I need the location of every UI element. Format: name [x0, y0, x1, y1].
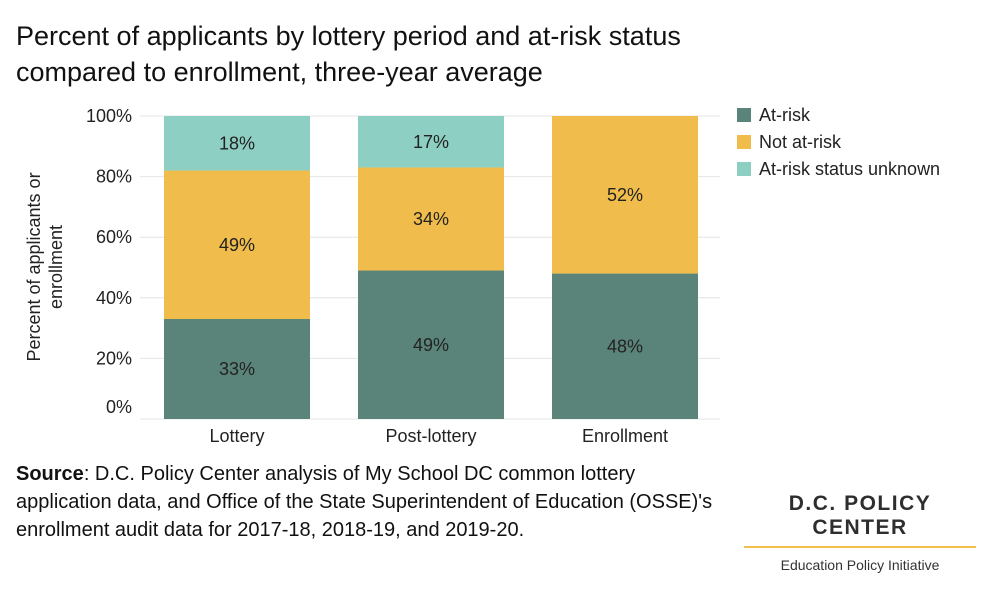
axes: 0% 20% 40% 60% 80% 100% Percent of applicants … [24, 106, 668, 446]
bar-segment [164, 116, 310, 171]
legend-label: At-risk [759, 105, 811, 125]
bar-segment [552, 116, 698, 274]
y-tick-label: 0% [106, 397, 132, 417]
y-tick-label: 100% [86, 106, 132, 126]
data-labels: 33% 49% 18% 49% 34% 17% 48% 52% [219, 132, 643, 379]
x-tick-label: Lottery [209, 426, 264, 446]
bar-segment [552, 273, 698, 419]
bar-segment [358, 167, 504, 271]
legend-swatch [737, 135, 751, 149]
legend-label: Not at-risk [759, 132, 842, 152]
data-label: 48% [607, 336, 643, 356]
bar-segment [164, 319, 310, 419]
legend-swatch [737, 108, 751, 122]
bars [164, 116, 698, 419]
x-tick-label: Post-lottery [385, 426, 476, 446]
source-note: Source: D.C. Policy Center analysis of M… [16, 460, 736, 544]
data-label: 49% [219, 235, 255, 255]
bar-segment [358, 116, 504, 168]
x-tick-label: Enrollment [582, 426, 668, 446]
y-axis-label-line: enrollment [46, 225, 66, 309]
legend-label: At-risk status unknown [759, 159, 940, 179]
brand-subtitle: Education Policy Initiative [780, 557, 940, 573]
y-axis-label-line: Percent of applicants or [24, 172, 44, 361]
source-text: : D.C. Policy Center analysis of My Scho… [16, 463, 713, 541]
bar-segment [358, 270, 504, 419]
bar-segment [164, 170, 310, 320]
legend-swatch [737, 162, 751, 176]
data-label: 34% [413, 209, 449, 229]
data-label: 33% [219, 359, 255, 379]
y-tick-label: 20% [96, 348, 132, 368]
legend: At-risk Not at-risk At-risk status unknown [737, 105, 940, 179]
y-tick-label: 60% [96, 227, 132, 247]
brand-logo: D.C. POLICY CENTER Education Policy Init… [744, 492, 976, 573]
chart-title: Percent of applicants by lottery period … [16, 21, 681, 87]
data-label: 18% [219, 133, 255, 153]
source-label: Source [16, 463, 84, 485]
y-tick-label: 40% [96, 288, 132, 308]
y-tick-label: 80% [96, 167, 132, 187]
brand-name: D.C. POLICY CENTER [744, 492, 976, 548]
data-label: 49% [413, 335, 449, 355]
y-axis-label: Percent of applicants or enrollment [24, 172, 66, 361]
data-label: 52% [607, 185, 643, 205]
stacked-bar-chart: 33% 49% 18% 49% 34% 17% 48% 52% 0% 20% 40% 60% 80% 1… [24, 105, 940, 446]
data-label: 17% [413, 132, 449, 152]
